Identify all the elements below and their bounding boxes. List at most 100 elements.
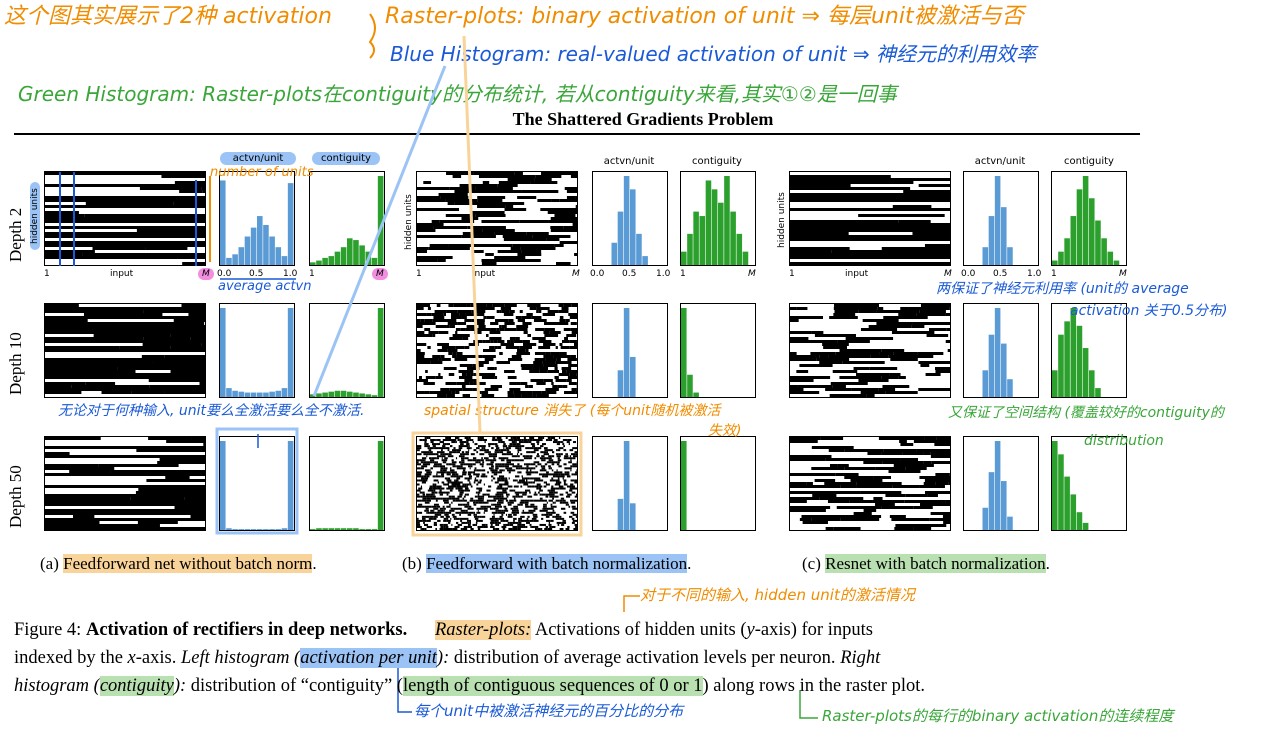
raster-cell <box>478 175 524 178</box>
raster-cell <box>468 370 474 373</box>
raster-cell <box>447 322 458 325</box>
raster-cell <box>536 307 550 310</box>
raster-cell <box>790 391 820 394</box>
raster-cell <box>463 463 466 466</box>
raster-cell <box>543 355 549 358</box>
raster-cell <box>552 497 554 500</box>
raster-cell <box>519 447 522 450</box>
raster-cell <box>574 253 577 256</box>
raster-cell <box>459 184 498 187</box>
raster-cell <box>417 521 420 524</box>
raster-cell <box>514 491 520 494</box>
raster-cell <box>564 471 567 474</box>
raster-cell <box>538 477 541 480</box>
note-raster-definition: Raster-plots: binary activation of unit … <box>385 4 1024 29</box>
a-depth10-contig-bar-11 <box>377 308 384 397</box>
b-depth50-actvn-bar-6 <box>630 503 636 530</box>
raster-cell <box>428 437 431 440</box>
raster-cell <box>424 473 429 476</box>
raster-cell <box>530 443 535 446</box>
raster-cell <box>470 447 472 450</box>
raster-cell <box>455 331 458 334</box>
raster-cell <box>504 477 506 480</box>
raster-cell <box>84 214 170 217</box>
raster-cell <box>497 463 500 466</box>
raster-cell <box>417 322 430 325</box>
raster-cell <box>529 471 535 474</box>
raster-cell <box>469 499 474 502</box>
raster-cell <box>534 461 540 464</box>
a-depth2-contig-bar-6 <box>347 238 353 265</box>
subcaption-a-prefix: (a) <box>40 554 64 573</box>
raster-cell <box>476 469 482 472</box>
raster-cell <box>832 370 858 373</box>
raster-cell <box>424 509 427 512</box>
subcaption-a: (a) Feedforward net without batch norm. <box>40 554 317 574</box>
raster-cell <box>520 485 523 488</box>
a-depth50-contig-bar-2 <box>322 528 328 530</box>
raster-cell <box>885 494 906 497</box>
raster-cell <box>492 439 495 442</box>
raster-cell <box>919 476 950 479</box>
raster-cell <box>556 469 558 472</box>
raster-cell <box>457 487 463 490</box>
raster-cell <box>457 523 463 526</box>
raster-a-depth2 <box>44 171 206 266</box>
raster-cell <box>473 501 476 504</box>
raster-cell <box>528 481 531 484</box>
raster-cell <box>546 501 548 504</box>
raster-cell <box>82 253 179 256</box>
raster-cell <box>422 491 425 494</box>
raster-cell <box>451 441 456 444</box>
raster-cell <box>477 481 482 484</box>
raster-cell <box>543 485 547 488</box>
raster-cell <box>519 525 524 528</box>
raster-cell <box>834 310 859 313</box>
raster-cell <box>557 449 561 452</box>
raster-cell <box>515 316 522 319</box>
note-resnet-spatial: 又保证了空间结构 (覆盖较好的contiguity的 <box>948 405 1224 421</box>
raster-cell <box>45 211 79 214</box>
raster-cell <box>501 493 504 496</box>
raster-cell <box>501 479 505 482</box>
raster-cell <box>542 509 548 512</box>
raster-cell <box>494 481 499 484</box>
raster-cell <box>451 313 460 316</box>
raster-cell <box>446 505 451 508</box>
raster-cell <box>447 449 450 452</box>
c-depth50-actvn-bar-6 <box>1001 481 1007 530</box>
raster-cell <box>454 202 487 205</box>
raster-cell <box>494 521 498 524</box>
raster-cell <box>473 373 476 376</box>
raster-cell <box>541 172 577 175</box>
raster-cell <box>538 479 544 482</box>
raster-cell <box>507 503 512 506</box>
raster-cell <box>531 485 535 488</box>
raster-cell <box>879 352 894 355</box>
raster-cell <box>446 473 451 476</box>
raster-cell <box>526 232 549 235</box>
raster-cell <box>480 459 484 462</box>
raster-cell <box>494 519 499 522</box>
raster-cell <box>564 355 571 358</box>
raster-cell <box>45 473 205 476</box>
a-header-contig: contiguity <box>312 152 380 165</box>
raster-cell <box>430 509 434 512</box>
raster-cell <box>502 483 504 486</box>
raster-cell <box>860 328 898 331</box>
a-depth10-contig-bar-1 <box>316 393 322 397</box>
raster-cell <box>450 437 452 440</box>
a-depth50-actvn-bar-8 <box>269 529 275 530</box>
raster-cell <box>518 519 521 522</box>
c-ylabel: hidden units <box>777 192 787 248</box>
raster-cell <box>526 465 529 468</box>
raster-cell <box>459 313 466 316</box>
raster-cell <box>888 470 921 473</box>
raster-cell <box>423 521 425 524</box>
raster-cell <box>509 382 517 385</box>
raster-cell <box>521 479 525 482</box>
raster-cell <box>572 507 576 510</box>
raster-cell <box>447 439 453 442</box>
raster-cell <box>541 467 546 470</box>
raster-cell <box>476 507 482 510</box>
